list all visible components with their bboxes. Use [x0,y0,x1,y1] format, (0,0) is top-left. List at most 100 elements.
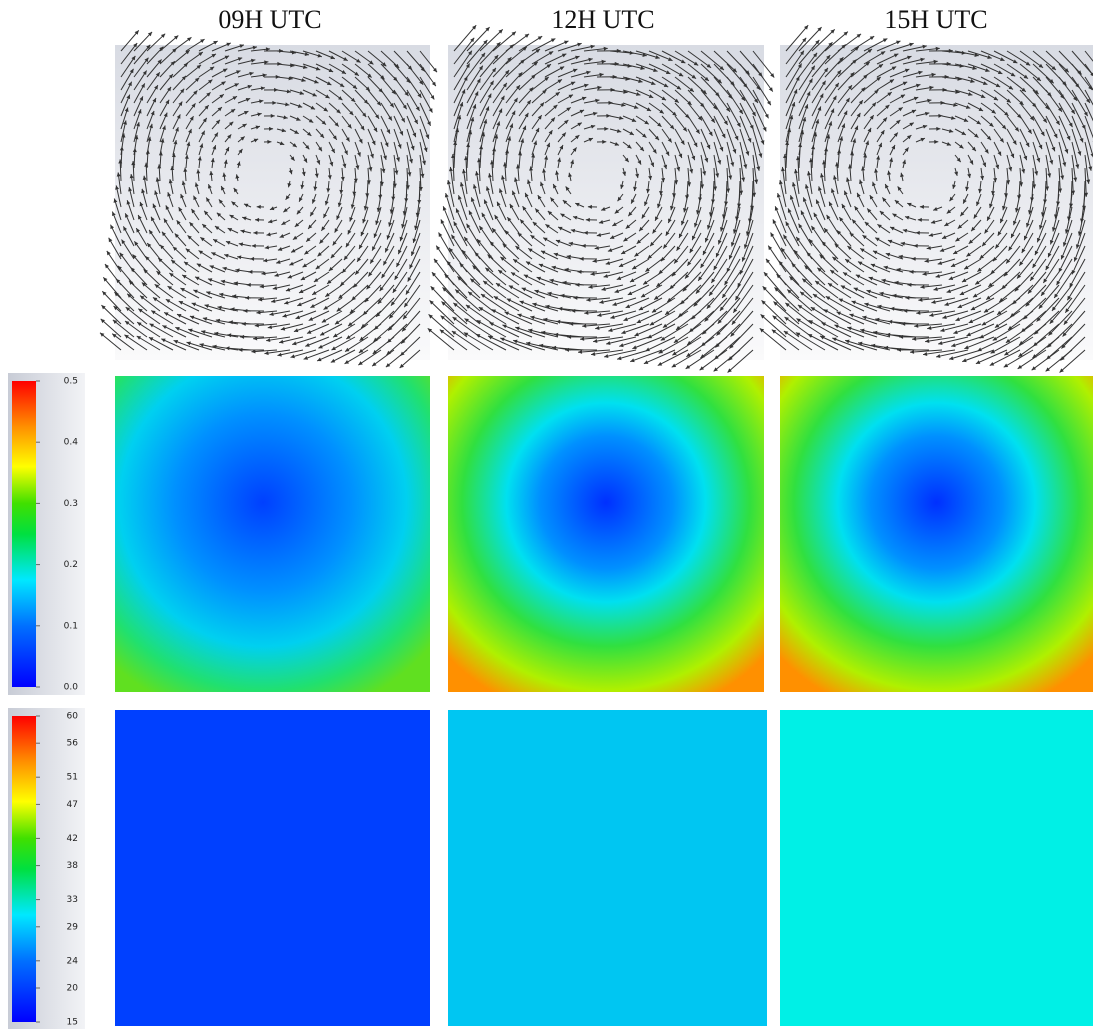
vector-arrow [410,232,421,257]
vector-arrow-head [271,299,276,304]
vector-arrow [1045,50,1070,73]
vector-arrow-head [402,327,407,332]
vector-arrow [640,284,663,298]
vector-arrow-head [785,140,790,146]
vector-arrow-head [562,280,567,285]
vector-arrow-head [711,278,716,283]
vector-arrow-head [1029,116,1035,121]
vector-arrow-head [442,206,447,211]
vector-arrow-head [258,297,263,302]
vector-arrow [139,295,161,312]
vector-arrow [836,311,865,325]
vector-arrow-head [492,228,497,233]
vector-arrow-head [570,81,576,86]
vector-arrow [779,179,787,208]
vector-arrow-head [549,278,554,283]
vector-arrow-head [810,307,816,311]
vector-arrow [770,232,787,260]
vector-arrow-head [532,302,537,307]
vector-arrow-head [202,317,208,322]
vector-arrow-head [582,323,587,328]
vector-arrow-head [699,366,705,371]
vector-arrow-head [1073,177,1078,182]
vector-arrow [1084,115,1093,139]
vector-arrow-head [362,218,367,224]
vector-arrow-head [575,202,580,207]
vector-arrow-head [797,63,802,68]
vector-arrow-head [495,283,501,288]
colorbar [12,716,36,1022]
vector-arrow-head [369,60,374,65]
vector-arrow-head [635,173,640,179]
vector-arrow-head [993,96,999,101]
vector-arrow [452,316,481,338]
vector-arrow-head [772,315,777,320]
vector-arrow-head [762,126,767,132]
vector-arrow [431,271,455,299]
vector-arrow [1084,50,1093,62]
vector-arrow-head [821,80,826,86]
vector-arrow [752,167,755,197]
vector-arrow [796,318,826,338]
vector-arrow [798,78,813,104]
vector-arrow-head [186,341,191,346]
vector-arrow-head [879,210,885,216]
vector-arrow-head [475,334,481,338]
vector-arrow-head [303,158,308,163]
vector-arrow [807,333,839,351]
vector-arrow-head [417,93,422,98]
vector-arrow-head [579,109,585,114]
vector-arrow-head [733,308,738,313]
vector-arrow-head [358,348,364,353]
vector-arrow [811,29,836,52]
vector-arrow [453,221,468,247]
vector-arrow [120,42,138,65]
vector-arrow-head [442,287,447,292]
vector-arrow-head [497,201,501,207]
vector-arrow-head [984,149,989,154]
vector-arrow-head [922,271,927,276]
vector-arrow-head [228,121,234,126]
vector-arrow-head [130,267,135,272]
vector-arrow [316,349,343,362]
vector-arrow-head [915,83,921,88]
vector-arrow-head [553,104,558,110]
vector-arrow-head [515,85,520,90]
vector-arrow-head [601,59,606,64]
vector-arrow-head [181,180,186,186]
vector-arrow [752,128,762,158]
vector-arrow-head [898,254,903,259]
vector-arrow [1059,349,1086,373]
vector-arrow-head [455,208,460,213]
vector-arrow [662,310,689,329]
vector-arrow-head [270,113,275,118]
vector-arrow-head [780,166,785,172]
vector-arrow-head [211,252,216,257]
vector-arrow-head [693,61,699,66]
vector-arrow [441,301,468,325]
vector-arrow [1084,167,1087,197]
vector-arrow-head [804,184,809,189]
vector-arrow [1063,297,1086,325]
vector-arrow [149,323,174,338]
vector-arrow-head [616,128,622,133]
vector-arrow [406,89,420,112]
vector-arrow-head [627,291,633,295]
vector-arrow-head [856,33,862,38]
vector-arrow-head [861,166,866,171]
vector-arrow-head [832,256,837,261]
vector-arrow-head [439,329,445,334]
vector-arrow [726,76,746,102]
vector-arrow-head [669,284,674,290]
vector-arrow-head [433,258,438,264]
vector-arrow-head [1000,57,1005,62]
vector-arrow-head [332,241,337,246]
vector-arrow-head [301,78,306,82]
vector-arrow [409,245,421,269]
vector-arrow-head [222,266,227,271]
vector-arrow-head [849,313,854,318]
vector-arrow-head [279,141,285,146]
vector-arrow-head [802,278,807,283]
vector-arrow-head [900,94,906,99]
vector-arrow-head [815,39,820,45]
